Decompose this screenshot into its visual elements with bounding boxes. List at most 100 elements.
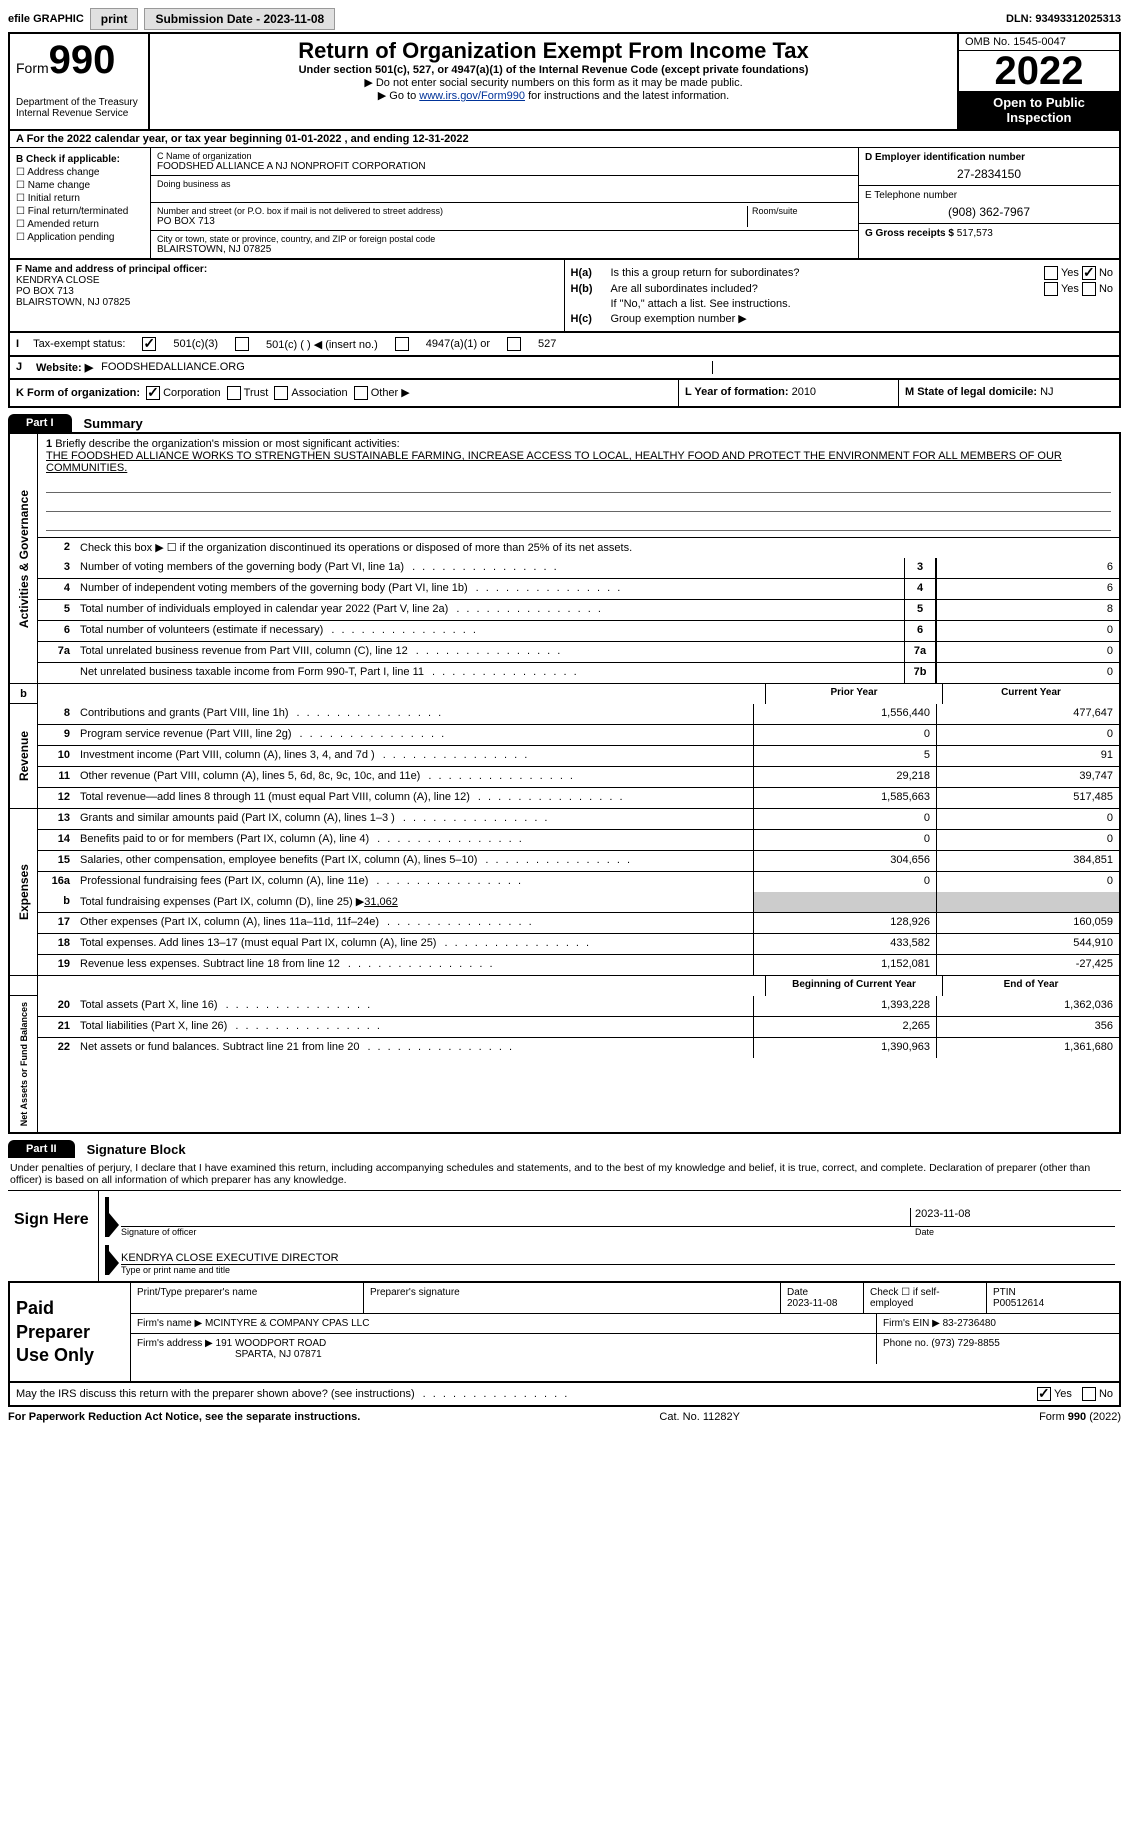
firm-name-label: Firm's name ▶	[137, 1318, 202, 1329]
part1-title: Summary	[72, 416, 143, 431]
ein-label: D Employer identification number	[865, 152, 1113, 163]
prep-name-header: Print/Type preparer's name	[131, 1283, 364, 1313]
current-year-value: 0	[936, 872, 1119, 892]
line-num: 19	[38, 955, 76, 975]
gross-label: G Gross receipts $	[865, 228, 954, 239]
firm-addr1: 191 WOODPORT ROAD	[216, 1338, 327, 1349]
hb-note: If "No," attach a list. See instructions…	[571, 298, 1114, 310]
i-label: I	[16, 338, 19, 350]
discuss-no-checkbox[interactable]	[1082, 1387, 1096, 1401]
line-desc: Total revenue—add lines 8 through 11 (mu…	[76, 788, 753, 808]
current-year-value: 517,485	[936, 788, 1119, 808]
preparer-title: Paid Preparer Use Only	[10, 1283, 130, 1381]
discuss-yes-checkbox[interactable]	[1037, 1387, 1051, 1401]
ha-yes-checkbox[interactable]	[1044, 266, 1058, 280]
line-desc: Number of independent voting members of …	[76, 579, 904, 599]
prior-year-value: 0	[753, 872, 936, 892]
side-expenses: Expenses	[15, 858, 33, 926]
ptin-header: PTIN	[993, 1287, 1113, 1298]
line-num: 17	[38, 913, 76, 933]
prior-year-value: 1,585,663	[753, 788, 936, 808]
hb-label: H(b)	[571, 283, 611, 295]
501c-checkbox[interactable]	[235, 337, 249, 351]
part2-header: Part II Signature Block	[8, 1140, 1121, 1158]
line-num: 12	[38, 788, 76, 808]
prior-year-value: 1,390,963	[753, 1038, 936, 1058]
firm-name: MCINTYRE & COMPANY CPAS LLC	[205, 1318, 369, 1329]
signature-section: Sign Here 2023-11-08 Signature of office…	[8, 1191, 1121, 1283]
submission-date-button[interactable]: Submission Date - 2023-11-08	[144, 8, 335, 30]
ha-label: H(a)	[571, 267, 611, 279]
firm-ein: 83-2736480	[943, 1318, 996, 1329]
line-num	[38, 663, 76, 683]
side-net: Net Assets or Fund Balances	[17, 996, 31, 1132]
line-num: 16a	[38, 872, 76, 892]
current-year-value: 1,362,036	[936, 996, 1119, 1016]
hc-text: Group exemption number ▶	[611, 312, 747, 325]
ein-col: D Employer identification number 27-2834…	[859, 148, 1119, 258]
form-number: 990	[49, 38, 116, 82]
current-year-header: Current Year	[942, 684, 1119, 704]
prior-year-value: 0	[753, 809, 936, 829]
ha-no-checkbox[interactable]	[1082, 266, 1096, 280]
527-checkbox[interactable]	[507, 337, 521, 351]
tax-status-row: I Tax-exempt status: 501(c)(3) 501(c) ( …	[8, 333, 1121, 357]
line-desc: Salaries, other compensation, employee b…	[76, 851, 753, 871]
current-year-value: -27,425	[936, 955, 1119, 975]
check-amended[interactable]: ☐ Amended return	[16, 219, 144, 230]
check-address[interactable]: ☐ Address change	[16, 167, 144, 178]
sig-officer-label: Signature of officer	[121, 1227, 915, 1237]
check-name[interactable]: ☐ Name change	[16, 180, 144, 191]
firm-ein-label: Firm's EIN ▶	[883, 1318, 940, 1329]
prior-year-header: Prior Year	[765, 684, 942, 704]
prior-year-value: 1,393,228	[753, 996, 936, 1016]
line-num: 10	[38, 746, 76, 766]
check-pending[interactable]: ☐ Application pending	[16, 232, 144, 243]
prior-year-value: 5	[753, 746, 936, 766]
line2-desc: Check this box ▶ ☐ if the organization d…	[76, 538, 1119, 558]
line-box: 3	[904, 558, 936, 578]
line16b-desc: Total fundraising expenses (Part IX, col…	[76, 892, 753, 912]
line-num: 18	[38, 934, 76, 954]
firm-phone: (973) 729-8855	[931, 1338, 999, 1349]
form-header: Form990 Department of the Treasury Inter…	[8, 32, 1121, 131]
irs-label: Internal Revenue Service	[16, 108, 142, 119]
line-box: 5	[904, 600, 936, 620]
sig-date-label: Date	[915, 1227, 1115, 1237]
officer-label: F Name and address of principal officer:	[16, 264, 207, 275]
assoc-checkbox[interactable]	[274, 386, 288, 400]
prior-year-value: 304,656	[753, 851, 936, 871]
line-num: 6	[38, 621, 76, 641]
officer-addr2: BLAIRSTOWN, NJ 07825	[16, 297, 558, 308]
check-final[interactable]: ☐ Final return/terminated	[16, 206, 144, 217]
4947-checkbox[interactable]	[395, 337, 409, 351]
discuss-row: May the IRS discuss this return with the…	[8, 1383, 1121, 1407]
irs-link[interactable]: www.irs.gov/Form990	[419, 90, 525, 102]
corp-checkbox[interactable]	[146, 386, 160, 400]
other-checkbox[interactable]	[354, 386, 368, 400]
current-year-value: 39,747	[936, 767, 1119, 787]
print-button[interactable]: print	[90, 8, 139, 30]
prior-year-value: 2,265	[753, 1017, 936, 1037]
paperwork-notice: For Paperwork Reduction Act Notice, see …	[8, 1411, 360, 1423]
current-year-value: 384,851	[936, 851, 1119, 871]
trust-checkbox[interactable]	[227, 386, 241, 400]
line-desc: Professional fundraising fees (Part IX, …	[76, 872, 753, 892]
prior-year-value: 0	[753, 830, 936, 850]
current-year-value: 160,059	[936, 913, 1119, 933]
discuss-text: May the IRS discuss this return with the…	[16, 1388, 415, 1400]
check-initial[interactable]: ☐ Initial return	[16, 193, 144, 204]
line2-num: 2	[38, 538, 76, 558]
line-num: 13	[38, 809, 76, 829]
current-year-value: 0	[936, 725, 1119, 745]
hb-no-checkbox[interactable]	[1082, 282, 1096, 296]
website-label: Website: ▶	[36, 361, 93, 374]
org-name-label: C Name of organization	[157, 151, 852, 161]
hb-yes-checkbox[interactable]	[1044, 282, 1058, 296]
phone-value: (908) 362-7967	[865, 201, 1113, 219]
penalty-statement: Under penalties of perjury, I declare th…	[8, 1158, 1121, 1191]
b-label: b	[17, 685, 30, 703]
501c3-checkbox[interactable]	[142, 337, 156, 351]
line-desc: Other revenue (Part VIII, column (A), li…	[76, 767, 753, 787]
street-label: Number and street (or P.O. box if mail i…	[157, 206, 747, 216]
